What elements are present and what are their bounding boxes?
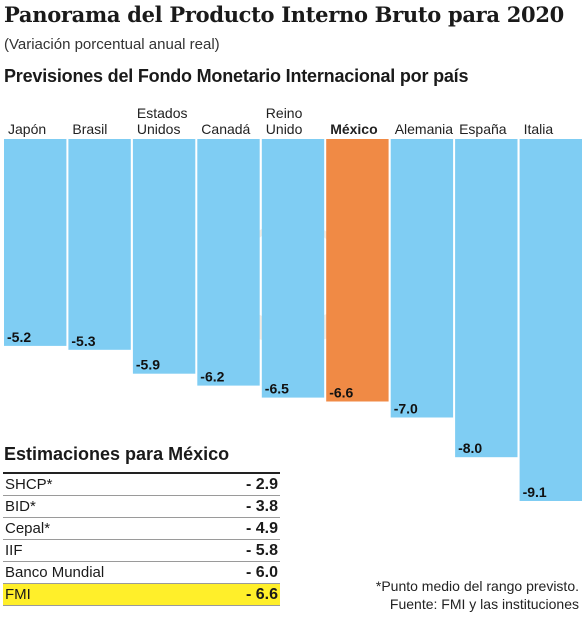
table-row: Banco Mundial - 6.0: [3, 561, 280, 584]
bar-brasil: [68, 139, 131, 350]
table-row: IIF - 5.8: [3, 539, 280, 562]
value-label: -8.0: [458, 440, 482, 456]
page-title: Panorama del Producto Interno Bruto para…: [4, 2, 564, 27]
value-label: -5.3: [71, 333, 95, 349]
bar-italia: [519, 139, 582, 501]
estimate-value: - 6.0: [208, 561, 280, 584]
source-note: Fuente: FMI y las instituciones: [389, 596, 579, 612]
value-label: -6.5: [265, 381, 289, 397]
value-label: -5.2: [7, 329, 31, 345]
chart-heading: Previsiones del Fondo Monetario Internac…: [4, 66, 469, 86]
value-label: -6.6: [329, 385, 353, 401]
estimate-label: SHCP*: [3, 472, 209, 496]
category-label: Japón: [8, 121, 46, 137]
bar-reino-unido: [261, 139, 325, 398]
value-label: -5.9: [136, 357, 160, 373]
estimate-value: - 5.8: [208, 539, 280, 562]
bar-méxico: [326, 139, 389, 402]
value-label: -6.2: [200, 369, 224, 385]
estimates-table: SHCP* - 2.9 BID* - 3.8 Cepal* - 4.9 IIF …: [3, 472, 280, 606]
estimate-label: Banco Mundial: [3, 561, 209, 584]
estimate-label: BID*: [3, 495, 209, 518]
category-label: Alemania: [395, 121, 454, 137]
estimate-value: - 4.9: [208, 517, 280, 540]
estimate-value: - 6.6: [208, 583, 280, 606]
category-label: Canadá: [201, 121, 250, 137]
bar-alemania: [390, 139, 454, 418]
estimates-title: Estimaciones para México: [4, 444, 230, 464]
page-subtitle: (Variación porcentual anual real): [4, 36, 220, 53]
value-label: -9.1: [523, 484, 547, 500]
category-label: Italia: [524, 121, 554, 137]
estimate-label: FMI: [3, 583, 209, 606]
estimate-value: - 3.8: [208, 495, 280, 518]
table-row: BID* - 3.8: [3, 495, 280, 518]
category-label: México: [330, 121, 377, 137]
bar-canadá: [197, 139, 260, 386]
bar-españa: [455, 139, 518, 458]
value-label: -7.0: [394, 401, 418, 417]
footnote-range: *Punto medio del rango previsto.: [375, 578, 579, 594]
category-label: España: [459, 121, 507, 137]
category-label: Estados Unidos: [137, 105, 188, 137]
estimate-value: - 2.9: [208, 472, 280, 496]
footnotes: *Punto medio del rango previsto. Fuente:…: [376, 577, 579, 613]
estimate-label: Cepal*: [3, 517, 209, 540]
table-row: Cepal* - 4.9: [3, 517, 280, 540]
bar-chart: Japón -5.2 Brasil -5.3 Estados Unidos -5.9 Cana…: [4, 105, 582, 501]
category-label: Reino Unido: [266, 105, 303, 137]
estimate-label: IIF: [3, 539, 209, 562]
table-row-highlight: FMI - 6.6: [3, 583, 280, 606]
category-label: Brasil: [72, 121, 107, 137]
bar-japón: [4, 139, 67, 346]
table-row: SHCP* - 2.9: [3, 472, 280, 496]
bar-estados-unidos: [132, 139, 196, 374]
